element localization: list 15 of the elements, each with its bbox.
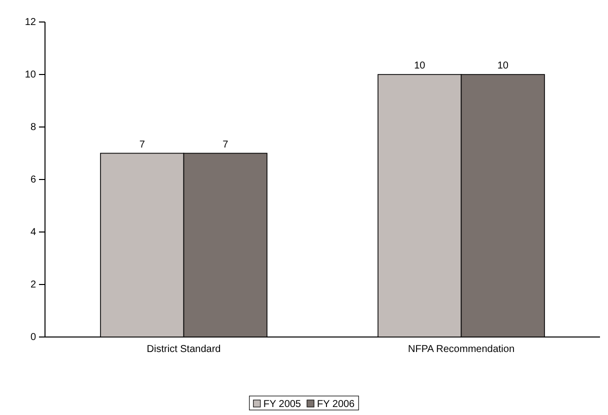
data-label: 10 (497, 60, 509, 72)
data-label: 7 (222, 139, 229, 150)
y-tick-label: 12 (24, 17, 36, 28)
y-tick-label: 2 (30, 280, 36, 291)
x-tick-label: District Standard (146, 344, 221, 356)
data-label: 10 (414, 60, 426, 72)
x-tick-label: NFPA Recommendation (408, 344, 515, 356)
y-tick-label: 6 (30, 174, 36, 186)
data-label: 7 (139, 139, 146, 150)
y-tick-label: 10 (24, 70, 36, 81)
legend-label: FY 2005 (263, 399, 302, 410)
y-tick-label: 0 (30, 332, 36, 344)
y-tick-label: 8 (30, 122, 36, 134)
legend-label: FY 2006 (317, 399, 356, 410)
y-tick-label: 4 (30, 227, 36, 238)
